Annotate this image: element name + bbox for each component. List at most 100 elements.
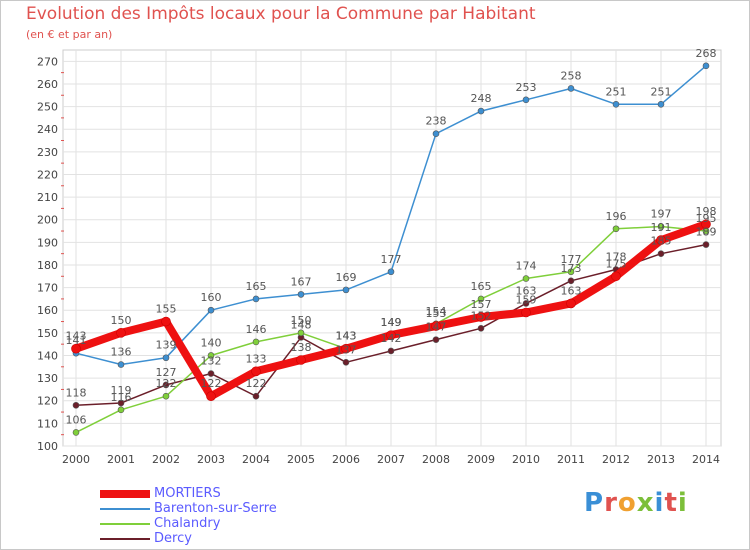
x-tick-label: 2010 bbox=[512, 453, 540, 466]
data-point bbox=[251, 366, 261, 377]
y-tick-label: 140 bbox=[37, 349, 58, 362]
data-point bbox=[656, 235, 666, 245]
data-point bbox=[341, 343, 351, 354]
y-tick-label: 240 bbox=[37, 123, 58, 136]
y-tick-label: 170 bbox=[37, 282, 58, 295]
data-point bbox=[296, 355, 306, 365]
data-label: 238 bbox=[426, 115, 447, 128]
data-label: 143 bbox=[336, 330, 357, 343]
data-point bbox=[612, 101, 620, 108]
data-label: 106 bbox=[66, 413, 87, 426]
data-point bbox=[162, 392, 170, 400]
data-label: 137 bbox=[336, 343, 357, 356]
data-label: 119 bbox=[111, 384, 132, 397]
legend-swatch bbox=[100, 522, 150, 525]
data-label: 167 bbox=[291, 275, 312, 288]
data-point bbox=[701, 219, 711, 230]
data-point bbox=[207, 370, 215, 377]
data-point bbox=[207, 352, 215, 359]
data-label: 268 bbox=[696, 47, 717, 60]
data-label: 141 bbox=[66, 334, 87, 347]
data-label: 163 bbox=[561, 284, 582, 297]
x-tick-label: 2003 bbox=[197, 453, 225, 466]
data-label: 165 bbox=[471, 280, 492, 293]
data-label: 148 bbox=[291, 318, 312, 331]
y-tick-label: 230 bbox=[37, 146, 58, 159]
data-label: 127 bbox=[156, 366, 177, 379]
data-label: 139 bbox=[156, 339, 177, 352]
data-label: 197 bbox=[651, 208, 672, 221]
legend-label: Dercy bbox=[154, 531, 192, 546]
y-tick-label: 160 bbox=[37, 304, 58, 317]
x-tick-label: 2008 bbox=[422, 453, 450, 466]
x-tick-label: 2001 bbox=[107, 453, 135, 466]
data-point bbox=[521, 307, 531, 318]
legend-swatch bbox=[100, 537, 150, 540]
data-label: 136 bbox=[111, 346, 132, 359]
chart-subtitle: (en € et par an) bbox=[26, 28, 113, 41]
y-tick-label: 120 bbox=[37, 395, 58, 408]
data-label: 175 bbox=[606, 257, 627, 270]
data-point bbox=[657, 250, 665, 257]
data-point bbox=[476, 312, 486, 322]
data-point bbox=[206, 391, 216, 402]
data-point bbox=[566, 298, 576, 309]
data-point bbox=[116, 328, 126, 338]
y-tick-label: 180 bbox=[37, 259, 58, 272]
logo-letter: r bbox=[604, 488, 618, 518]
data-label: 189 bbox=[696, 226, 717, 239]
data-point bbox=[252, 295, 260, 303]
data-label: 122 bbox=[201, 377, 222, 390]
data-label: 177 bbox=[381, 253, 402, 266]
data-point bbox=[567, 277, 575, 285]
data-label: 177 bbox=[561, 253, 582, 266]
data-point bbox=[207, 306, 215, 314]
data-label: 122 bbox=[246, 377, 267, 390]
data-point bbox=[567, 268, 575, 276]
legend-item-barenton-sur-serre: Barenton-sur-Serre bbox=[100, 501, 277, 516]
data-point bbox=[567, 85, 575, 92]
data-point bbox=[117, 399, 125, 407]
data-point bbox=[71, 343, 81, 354]
logo-letter: t bbox=[664, 488, 678, 518]
data-point bbox=[612, 225, 620, 233]
data-label: 173 bbox=[561, 262, 582, 275]
y-tick-label: 100 bbox=[37, 440, 58, 453]
x-tick-label: 2011 bbox=[557, 453, 585, 466]
data-label: 159 bbox=[516, 293, 537, 306]
legend-swatch bbox=[100, 507, 150, 510]
data-label: 143 bbox=[66, 330, 87, 343]
y-tick-label: 150 bbox=[37, 327, 58, 340]
data-label: 146 bbox=[246, 323, 267, 336]
data-point bbox=[611, 271, 621, 282]
data-point bbox=[252, 392, 260, 400]
data-label: 154 bbox=[426, 305, 447, 318]
data-point bbox=[162, 381, 170, 389]
x-tick-label: 2005 bbox=[287, 453, 315, 466]
data-label: 160 bbox=[201, 291, 222, 304]
data-point bbox=[657, 223, 665, 230]
x-tick-label: 2012 bbox=[602, 453, 630, 466]
data-label: 149 bbox=[381, 316, 402, 329]
data-label: 140 bbox=[201, 336, 222, 349]
data-label: 143 bbox=[336, 330, 357, 343]
data-label: 147 bbox=[426, 321, 447, 334]
data-label: 191 bbox=[651, 221, 672, 234]
y-tick-label: 130 bbox=[37, 372, 58, 385]
data-label: 195 bbox=[696, 212, 717, 225]
legend-item-dercy: Dercy bbox=[100, 531, 277, 546]
data-label: 122 bbox=[156, 377, 177, 390]
data-label: 251 bbox=[606, 85, 627, 98]
data-point bbox=[387, 268, 395, 276]
legend-swatch bbox=[100, 489, 150, 498]
data-point bbox=[387, 347, 395, 355]
data-point bbox=[72, 429, 80, 436]
y-tick-label: 260 bbox=[37, 78, 58, 91]
data-label: 157 bbox=[471, 298, 492, 311]
data-point bbox=[161, 316, 171, 327]
data-point bbox=[342, 286, 350, 294]
y-tick-label: 210 bbox=[37, 191, 58, 204]
data-point bbox=[432, 336, 440, 343]
x-tick-label: 2013 bbox=[647, 453, 675, 466]
data-point bbox=[522, 300, 530, 307]
